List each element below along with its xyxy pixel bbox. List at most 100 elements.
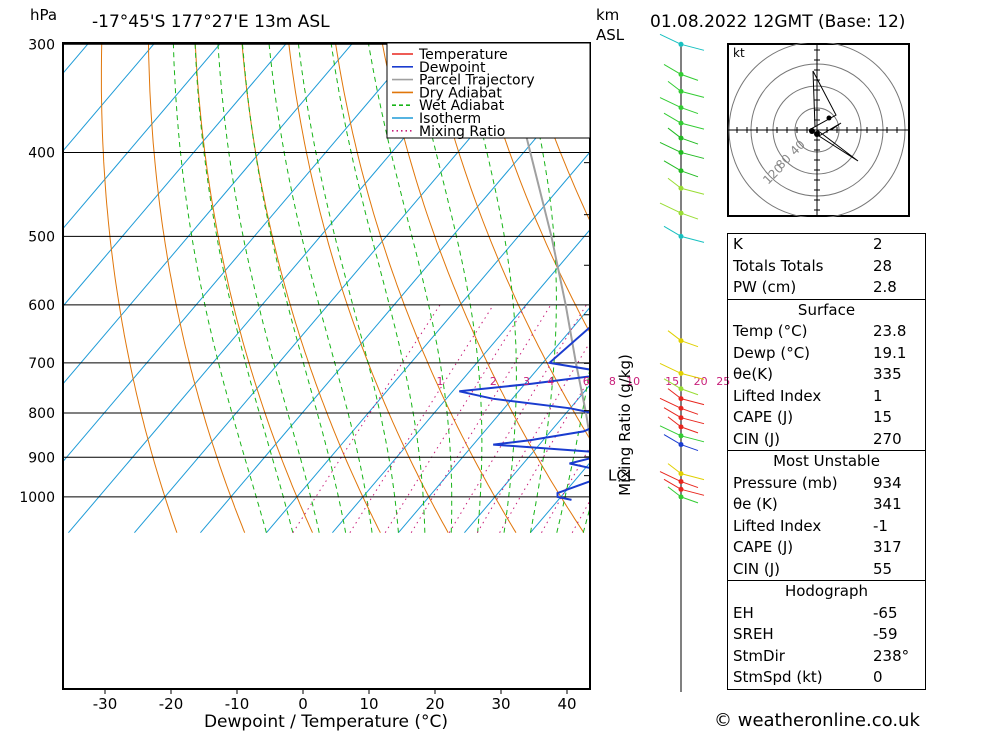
- wind-barb: [680, 444, 699, 452]
- stats-row: StmSpd (kt) 0: [728, 667, 925, 689]
- wind-barb: [680, 488, 705, 496]
- dry-adiabat-line: [521, 43, 590, 223]
- wind-barb: [663, 378, 682, 390]
- wind-level-dot: [678, 120, 684, 126]
- km-label: km: [596, 6, 620, 24]
- wet-adiabat-line: [172, 43, 267, 533]
- hodograph-trace: [807, 70, 859, 162]
- stats-value: 934: [873, 473, 902, 492]
- mixing-ratio-axis-label: Mixing Ratio (g/kg): [616, 354, 634, 496]
- mixing-ratio-label: 8: [609, 375, 616, 388]
- dry-adiabat-line: [974, 18, 1000, 532]
- dry-adiabat-line: [381, 43, 585, 533]
- stats-label: K: [733, 235, 743, 253]
- wind-level-dot: [678, 494, 684, 500]
- isotherm-line: [63, 43, 354, 385]
- stats-value: 2.8: [873, 278, 897, 296]
- wind-level-dot: [678, 386, 684, 392]
- temperature-tick-label: -10: [225, 695, 250, 713]
- wind-barb: [663, 434, 682, 445]
- hodograph-point: [814, 131, 820, 137]
- mixing-ratio-line: [476, 341, 590, 533]
- mixing-ratio-line: [410, 304, 552, 533]
- stats-row: CAPE (J) 317: [728, 537, 925, 559]
- plot-frame: [62, 42, 591, 690]
- stats-value: 19.1: [873, 343, 907, 362]
- wind-barb: [659, 97, 682, 109]
- stats-row: Dewp (°C) 19.1: [728, 343, 925, 365]
- wind-barb: [667, 388, 682, 400]
- wind-barb: [659, 471, 682, 483]
- stats-value: 238°: [873, 646, 910, 665]
- mixing-ratio-label: 3: [523, 375, 530, 388]
- wind-barb: [680, 340, 699, 348]
- surface-section: Surface Temp (°C) 23.8 Dewp (°C) 19.1 θe(K) 33…: [728, 298, 925, 451]
- wind-barb: [659, 202, 682, 214]
- hodograph-point: [809, 128, 815, 134]
- legend-entry: Isotherm: [419, 111, 481, 127]
- dry-adiabat-line: [194, 43, 313, 533]
- wind-barb: [680, 372, 705, 380]
- mixing-ratio-line: [499, 376, 590, 533]
- legend-entry: Dry Adiabat: [419, 85, 502, 101]
- wind-barb: [680, 235, 705, 243]
- indices-section: K 2 Totals Totals 28 PW (cm) 2.8: [728, 234, 925, 299]
- wind-level-dot: [678, 185, 684, 191]
- wind-level-dot: [678, 338, 684, 344]
- dry-adiabat-line: [147, 43, 246, 533]
- wind-barb: [663, 225, 682, 237]
- dry-adiabat-line: [241, 43, 381, 533]
- isotherm-line: [266, 151, 590, 534]
- stats-label: EH: [733, 603, 754, 622]
- stats-value: 28: [873, 256, 893, 275]
- wind-barb: [659, 425, 682, 437]
- pressure-tick-label: 800: [28, 406, 55, 422]
- wind-barb: [667, 330, 682, 342]
- stats-label: CIN (J): [733, 429, 781, 448]
- wet-adiabat-line: [241, 43, 347, 533]
- stats-row: Temp (°C) 23.8: [728, 321, 925, 343]
- pressure-tick-label: 300: [28, 37, 55, 53]
- wind-barb: [680, 212, 699, 220]
- stats-value: -1: [873, 516, 888, 535]
- wind-barb: [680, 187, 705, 195]
- hodograph-unit-label: kt: [733, 46, 745, 60]
- most-unstable-section: Most Unstable Pressure (mb) 934 θe (K) 341 Li…: [728, 450, 925, 580]
- wind-level-dot: [678, 370, 684, 376]
- wind-barb: [667, 486, 682, 498]
- wind-barb: [680, 90, 705, 98]
- stats-value: 0: [873, 668, 883, 686]
- wind-barb: [663, 63, 682, 75]
- wind-barb: [667, 127, 682, 139]
- wind-barb: [680, 435, 705, 443]
- isotherm-line: [398, 306, 590, 534]
- mixing-ratio-label: 20: [694, 375, 708, 388]
- model-run: 01.08.2022 12GMT (Base: 12): [650, 12, 906, 32]
- stats-row: Lifted Index 1: [728, 386, 925, 408]
- wet-adiabat-line: [297, 43, 399, 533]
- legend-entry: Dewpoint: [419, 60, 486, 76]
- stats-label: StmDir: [733, 646, 785, 665]
- wind-barb: [659, 397, 682, 409]
- wind-barb: [680, 388, 699, 396]
- wind-barb: [659, 33, 682, 45]
- stats-label: θe(K): [733, 365, 773, 383]
- wet-adiabat-line: [330, 43, 426, 533]
- asl-label: ASL: [596, 26, 625, 44]
- wind-barb: [680, 43, 705, 51]
- wind-barb: [667, 463, 682, 475]
- pressure-tick-label: 400: [28, 145, 55, 161]
- dry-adiabat-line: [475, 43, 590, 334]
- wind-level-dot: [678, 149, 684, 155]
- legend-frame: [386, 42, 591, 139]
- stats-label: SREH: [733, 625, 774, 643]
- mixing-ratio-label: 4: [547, 375, 554, 388]
- storm-motion-point: [826, 115, 832, 121]
- wind-level-dot: [678, 442, 684, 448]
- isotherm-line: [63, 43, 156, 152]
- copyright: © weatheronline.co.uk: [714, 710, 920, 731]
- wind-barb: [680, 496, 699, 504]
- wind-barb: [680, 170, 699, 178]
